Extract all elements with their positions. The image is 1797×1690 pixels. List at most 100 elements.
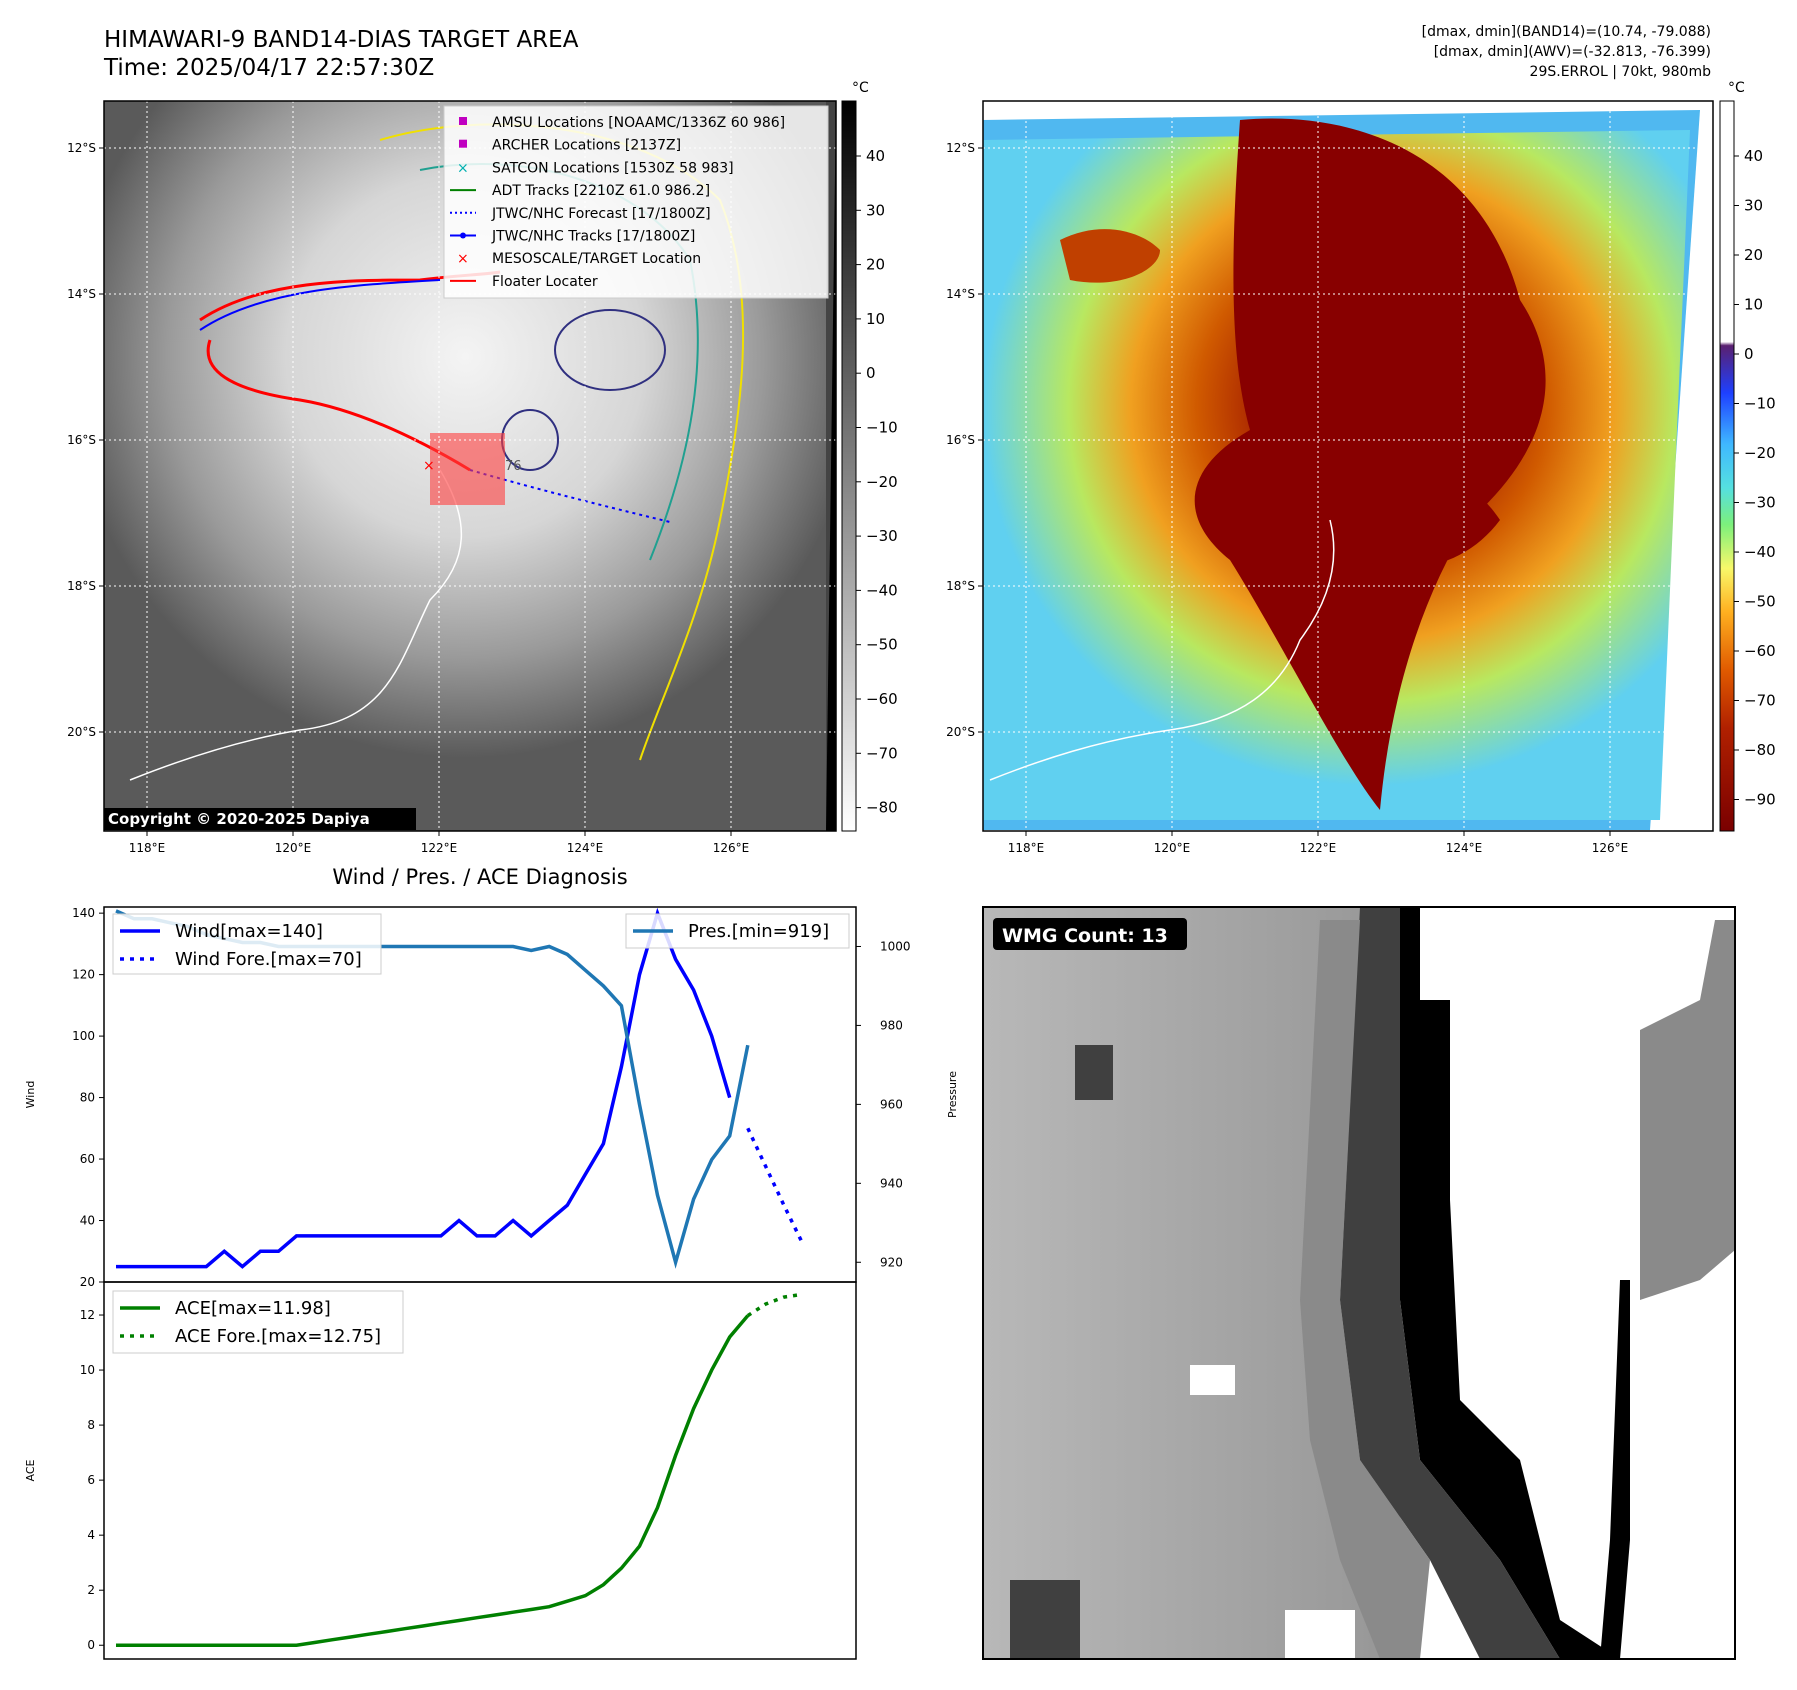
colorbar-tick-label: −10 — [1744, 395, 1776, 413]
color-map-panel — [982, 100, 1714, 832]
info-block: [dmax, dmin](BAND14)=(10.74, -79.088) [d… — [1422, 22, 1711, 82]
y-tick-label: 60 — [80, 1152, 95, 1166]
colorbar-tick-label: 0 — [1744, 345, 1754, 363]
target-area-box — [430, 433, 505, 505]
lat-tick-label: 12°S — [67, 141, 96, 155]
series-line — [116, 1314, 750, 1647]
lon-tick-label: 118°E — [1008, 841, 1045, 855]
colorbar-tick-label: −30 — [1744, 494, 1776, 512]
y-tick-label: 100 — [72, 1029, 95, 1043]
legend-label: Floater Locater — [492, 274, 598, 290]
wind-pressure-chart: 20 40 60 80 100 120 140 Wind 920 940 960 980 1000 Pre… — [24, 906, 959, 1289]
colorbar-tick-label: −70 — [866, 744, 898, 762]
colorbar-tick-label: −70 — [1744, 692, 1776, 710]
legend-label: ARCHER Locations [2137Z] — [492, 138, 681, 154]
pressure-legend-label: Pres.[min=919] — [688, 921, 829, 942]
colorbar-tick-label: −80 — [866, 799, 898, 817]
figure-title: HIMAWARI-9 BAND14-DIAS TARGET AREA Time:… — [104, 26, 578, 82]
lon-tick-label: 126°E — [713, 841, 750, 855]
y-tick-label: 20 — [80, 1275, 95, 1289]
info-line-2: [dmax, dmin](AWV)=(-32.813, -76.399) — [1433, 44, 1711, 60]
lon-tick-label: 124°E — [567, 841, 604, 855]
info-line-3: 29S.ERROL | 70kt, 980mb — [1529, 64, 1711, 80]
color-gridlines — [983, 101, 1713, 831]
colorbar-tick-label: −50 — [1744, 593, 1776, 611]
title-line-1: HIMAWARI-9 BAND14-DIAS TARGET AREA — [104, 27, 579, 53]
y-tick-label: 2 — [87, 1583, 95, 1597]
y-tick-label: 12 — [80, 1308, 95, 1322]
lat-tick-label: 16°S — [67, 433, 96, 447]
lat-tick-label: 20°S — [946, 725, 975, 739]
color-colorbar: °C 40 30 20 10 0 −10 −20 −30 −40 −50 −60 −70 −80 −90 — [1719, 80, 1776, 832]
ir-colorbar-unit: °C — [852, 80, 869, 96]
y-axis-label: Wind — [24, 1081, 37, 1109]
colorbar-tick-label: 30 — [866, 201, 885, 219]
legend-label: ADT Tracks [2210Z 61.0 986.2] — [492, 183, 710, 199]
colorbar-tick-label: 40 — [1744, 147, 1763, 165]
copyright-text: Copyright © 2020-2025 Dapiya — [108, 810, 370, 828]
ir-map-panel: × 76 AMSU Locations [NOAAMC/1336Z 60 986… — [103, 100, 837, 832]
wmg-panel: WMG Count: 13 — [982, 906, 1736, 1660]
colorbar-tick-label: −30 — [866, 527, 898, 545]
y-tick-label: 120 — [72, 968, 95, 982]
ir-colorbar: °C 40 30 20 10 0 −10 −20 −30 −40 −50 −60 −70 −80 — [841, 80, 898, 832]
y-tick-label: 6 — [87, 1473, 95, 1487]
lon-tick-label: 122°E — [1300, 841, 1337, 855]
y-right-tick-label: 960 — [880, 1097, 903, 1111]
y-tick-label: 4 — [87, 1528, 95, 1542]
lat-tick-label: 14°S — [67, 287, 96, 301]
lat-tick-label: 14°S — [946, 287, 975, 301]
lon-tick-label: 118°E — [129, 841, 166, 855]
wind-legend-label: Wind[max=140] — [175, 921, 323, 942]
y-right-tick-label: 920 — [880, 1255, 903, 1269]
colorbar-tick-label: 20 — [866, 256, 885, 274]
ace-legend-label: ACE[max=11.98] — [175, 1298, 331, 1319]
wind-legend-label: Wind Fore.[max=70] — [175, 949, 362, 970]
legend-label: JTWC/NHC Forecast [17/1800Z] — [491, 206, 711, 222]
colorbar-tick-label: −80 — [1744, 741, 1776, 759]
y-tick-label: 40 — [80, 1214, 95, 1228]
colorbar-tick-label: −20 — [866, 473, 898, 491]
colorbar-tick-label: 30 — [1744, 197, 1763, 215]
title-line-2: Time: 2025/04/17 22:57:30Z — [104, 55, 435, 81]
legend-marker-square — [459, 139, 467, 148]
colorbar-tick-label: 10 — [1744, 296, 1763, 314]
ace-legend-label: ACE Fore.[max=12.75] — [175, 1326, 381, 1347]
ir-legend — [443, 105, 829, 299]
colorbar-tick-label: −60 — [866, 690, 898, 708]
svg-text:×: × — [423, 458, 435, 474]
wmg-count-badge: WMG Count: 13 — [1002, 925, 1168, 947]
ir-marker-label: 76 — [505, 459, 522, 474]
plot-frame — [103, 1281, 857, 1660]
colorbar-tick-label: −40 — [1744, 543, 1776, 561]
ace-legend — [112, 1290, 404, 1354]
series-line — [746, 1127, 804, 1243]
lon-tick-label: 120°E — [1154, 841, 1191, 855]
colorbar-tick-label: −60 — [1744, 642, 1776, 660]
colorbar-tick-label: 10 — [866, 310, 885, 328]
y-axis-label: ACE — [24, 1459, 37, 1481]
ace-chart: 0 2 4 6 8 10 12 ACE ACE[max=11.98] ACE Fore.[max=… — [24, 1281, 857, 1660]
info-line-1: [dmax, dmin](BAND14)=(10.74, -79.088) — [1421, 24, 1711, 40]
colorbar-tick-label: −90 — [1744, 791, 1776, 809]
colorbar-tick-label: −50 — [866, 636, 898, 654]
y-right-tick-label: 940 — [880, 1176, 903, 1190]
colorbar-tick-label: 20 — [1744, 246, 1763, 264]
colorbar-tick-label: 40 — [866, 147, 885, 165]
wind-legend — [112, 913, 382, 975]
legend-label: SATCON Locations [1530Z 58 983] — [492, 160, 734, 176]
color-colorbar-unit: °C — [1728, 80, 1745, 96]
y-tick-label: 0 — [87, 1638, 95, 1652]
legend-marker-x: × — [457, 160, 469, 176]
lat-tick-label: 12°S — [946, 141, 975, 155]
chart-title: Wind / Pres. / ACE Diagnosis — [332, 865, 627, 889]
y-right-tick-label: 1000 — [880, 939, 911, 953]
lat-tick-label: 16°S — [946, 433, 975, 447]
lon-tick-label: 122°E — [421, 841, 458, 855]
legend-marker-x: × — [457, 251, 469, 267]
colorbar-tick-label: −10 — [866, 419, 898, 437]
legend-label: AMSU Locations [NOAAMC/1336Z 60 986] — [492, 115, 785, 131]
legend-label: MESOSCALE/TARGET Location — [492, 251, 701, 267]
lat-tick-label: 20°S — [67, 725, 96, 739]
y-tick-label: 80 — [80, 1091, 95, 1105]
